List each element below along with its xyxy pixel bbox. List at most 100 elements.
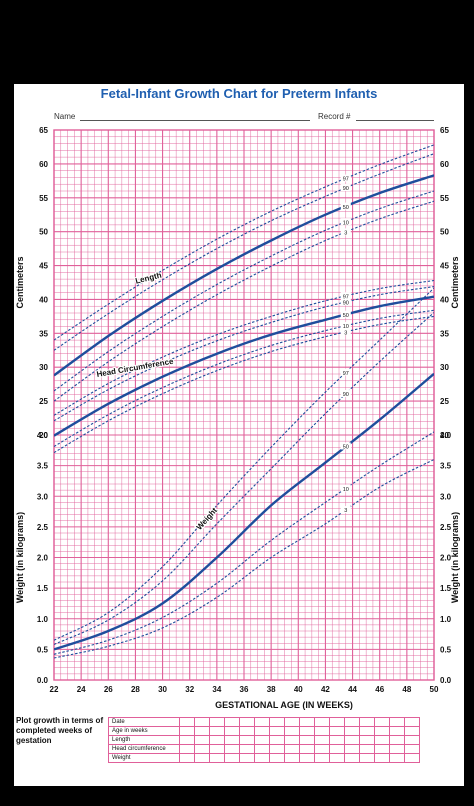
lower-y-title-right: Weight (in kilograms) (450, 512, 460, 603)
record-table-cell[interactable] (314, 735, 330, 745)
record-table-cell[interactable] (404, 735, 420, 745)
record-table-cell[interactable] (254, 753, 270, 763)
record-table-cell[interactable] (209, 726, 225, 736)
record-table-cell[interactable] (359, 744, 375, 754)
record-table-cell[interactable] (299, 735, 315, 745)
record-table-cell[interactable] (359, 717, 375, 727)
record-table-cell[interactable] (269, 726, 285, 736)
record-table-cell[interactable] (239, 753, 255, 763)
record-table-cell[interactable] (179, 726, 195, 736)
record-table-cell[interactable] (254, 717, 270, 727)
record-table-cell[interactable] (404, 753, 420, 763)
record-table-cell[interactable] (179, 717, 195, 727)
record-table-cell[interactable] (404, 744, 420, 754)
length-label: Length (134, 270, 162, 285)
plot-border (53, 129, 435, 681)
record-table-cell[interactable] (194, 744, 210, 754)
record-table-cell[interactable] (284, 726, 300, 736)
record-table-cell[interactable] (194, 735, 210, 745)
record-table-cell[interactable] (329, 744, 345, 754)
record-table-cell[interactable] (299, 753, 315, 763)
record-table-cell[interactable] (269, 717, 285, 727)
record-table-cell[interactable] (239, 744, 255, 754)
head-circumference-curve-p10 (54, 309, 434, 447)
record-table-cell[interactable] (329, 753, 345, 763)
record-table-cell[interactable] (239, 717, 255, 727)
record-table-cell[interactable] (239, 735, 255, 745)
record-table-cell[interactable] (284, 753, 300, 763)
name-field[interactable] (80, 120, 310, 121)
record-table-cell[interactable] (389, 753, 405, 763)
record-table-cell[interactable] (299, 717, 315, 727)
upper-ytick-left: 35 (39, 329, 48, 338)
record-table-cell[interactable] (179, 735, 195, 745)
record-table-cell[interactable] (374, 735, 390, 745)
record-table-cell[interactable] (284, 744, 300, 754)
record-table-cell[interactable] (389, 744, 405, 754)
record-table-cell[interactable] (404, 717, 420, 727)
record-table-cell[interactable] (209, 744, 225, 754)
record-table-cell[interactable] (359, 753, 375, 763)
lower-ytick-left: 0.5 (37, 645, 49, 654)
record-table-cell[interactable] (329, 735, 345, 745)
record-table-cell[interactable] (344, 744, 360, 754)
percentile-label-bg (340, 310, 351, 318)
record-table-cell[interactable] (359, 726, 375, 736)
lower-ytick-left: 2.5 (37, 523, 49, 532)
lower-y-title-left: Weight (in kilograms) (15, 512, 25, 603)
record-table-cell[interactable] (179, 753, 195, 763)
record-table-cell[interactable] (314, 753, 330, 763)
record-table-cell[interactable] (194, 717, 210, 727)
record-table-cell[interactable] (224, 753, 240, 763)
record-table-cell[interactable] (314, 726, 330, 736)
record-table-cell[interactable] (254, 744, 270, 754)
record-table-cell[interactable] (209, 717, 225, 727)
record-table-cell[interactable] (389, 717, 405, 727)
xtick-label: 26 (104, 685, 113, 694)
record-table-cell[interactable] (209, 735, 225, 745)
record-table-cell[interactable] (209, 753, 225, 763)
xtick-label: 38 (267, 685, 276, 694)
record-table-cell[interactable] (344, 735, 360, 745)
record-table-cell[interactable] (359, 735, 375, 745)
record-table-cell[interactable] (344, 726, 360, 736)
record-table-cell[interactable] (374, 726, 390, 736)
record-table-cell[interactable] (194, 726, 210, 736)
record-table-cell[interactable] (329, 717, 345, 727)
record-table-cell[interactable] (224, 744, 240, 754)
record-table-cell[interactable] (284, 717, 300, 727)
record-table-cell[interactable] (239, 726, 255, 736)
record-field[interactable] (356, 120, 434, 121)
record-table-cell[interactable] (224, 726, 240, 736)
record-table-cell[interactable] (374, 744, 390, 754)
record-table-cell[interactable] (299, 726, 315, 736)
record-table-cell[interactable] (269, 744, 285, 754)
upper-ytick-left: 20 (39, 431, 48, 440)
record-table-cell[interactable] (389, 735, 405, 745)
record-table-cell[interactable] (329, 726, 345, 736)
record-table-cell[interactable] (254, 735, 270, 745)
record-table-cell[interactable] (224, 735, 240, 745)
upper-y-title-right: Centimeters (450, 256, 460, 308)
record-table-cell[interactable] (314, 744, 330, 754)
record-table-cell[interactable] (404, 726, 420, 736)
percentile-label-bg (340, 442, 351, 450)
record-table-cell[interactable] (179, 744, 195, 754)
lower-ytick-right: 2.5 (440, 523, 452, 532)
record-table-cell[interactable] (269, 735, 285, 745)
upper-ytick-left: 40 (39, 295, 48, 304)
record-table-cell[interactable] (374, 717, 390, 727)
record-table-cell[interactable] (284, 735, 300, 745)
record-table-cell[interactable] (299, 744, 315, 754)
record-table-cell[interactable] (344, 717, 360, 727)
record-table-cell[interactable] (254, 726, 270, 736)
lower-ytick-left: 2.0 (37, 554, 49, 563)
record-table-cell[interactable] (389, 726, 405, 736)
record-table-cell[interactable] (269, 753, 285, 763)
record-table-cell[interactable] (374, 753, 390, 763)
xtick-label: 28 (131, 685, 140, 694)
record-table-cell[interactable] (224, 717, 240, 727)
record-table-cell[interactable] (194, 753, 210, 763)
record-table-cell[interactable] (344, 753, 360, 763)
record-table-cell[interactable] (314, 717, 330, 727)
